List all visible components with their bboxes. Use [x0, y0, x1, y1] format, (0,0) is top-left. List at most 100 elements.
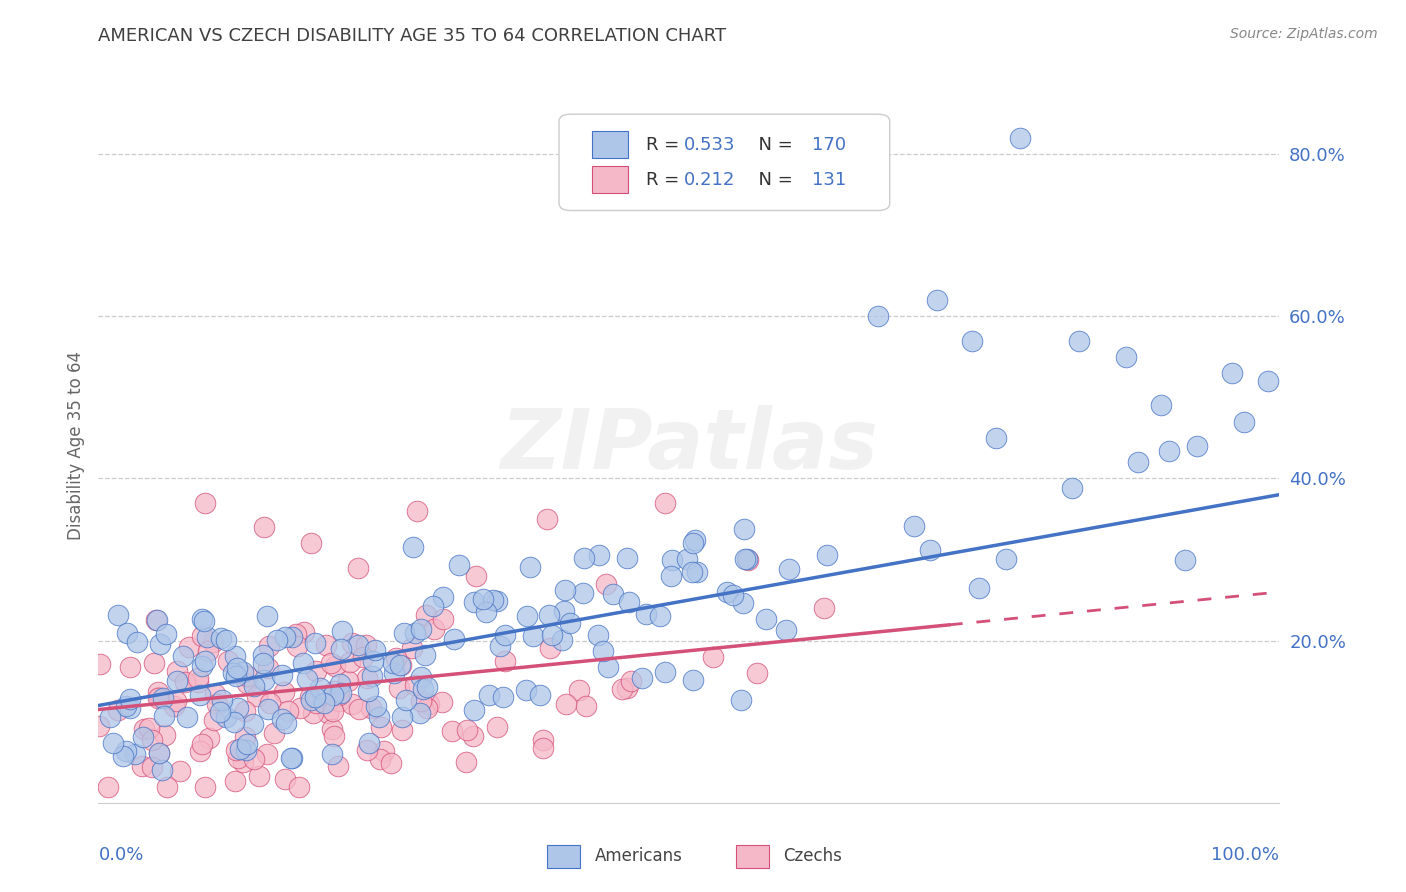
Point — [305, 696, 328, 710]
Point — [1126, 455, 1149, 469]
Point — [115, 744, 138, 758]
Point — [969, 581, 991, 595]
Point — [194, 780, 217, 794]
Point — [654, 665, 676, 679]
Text: N =: N = — [747, 171, 799, 189]
Point — [302, 706, 325, 721]
Point — [329, 677, 352, 691]
Point — [146, 613, 169, 627]
Point — [441, 723, 464, 738]
Text: 100.0%: 100.0% — [1212, 846, 1279, 863]
Point — [356, 672, 378, 686]
Point — [551, 633, 574, 648]
Point — [118, 659, 141, 673]
Point — [1174, 552, 1197, 566]
Point — [187, 675, 209, 690]
Point — [381, 657, 404, 671]
Point — [554, 583, 576, 598]
Point — [325, 658, 347, 673]
Point — [391, 710, 413, 724]
Point — [224, 648, 246, 663]
Point — [1220, 366, 1243, 380]
Point — [360, 700, 382, 714]
Point — [730, 693, 752, 707]
Text: Americans: Americans — [595, 847, 682, 865]
Point — [572, 586, 595, 600]
Point — [214, 633, 236, 648]
Text: R =: R = — [647, 171, 685, 189]
Point — [554, 698, 576, 712]
Point — [925, 293, 948, 307]
Point — [235, 743, 257, 757]
Point — [516, 608, 538, 623]
Point — [141, 732, 163, 747]
Point — [165, 694, 187, 708]
Point — [197, 643, 219, 657]
Point — [920, 543, 942, 558]
Point — [232, 755, 254, 769]
Point — [529, 688, 551, 702]
Point — [225, 661, 247, 675]
Point — [152, 690, 174, 705]
Point — [190, 628, 212, 642]
Point — [292, 625, 315, 640]
Point — [385, 651, 408, 665]
Point — [596, 660, 619, 674]
Point — [266, 633, 288, 648]
Point — [252, 656, 274, 670]
Point — [478, 689, 501, 703]
Point — [367, 710, 389, 724]
Point — [572, 551, 595, 566]
Point — [541, 628, 564, 642]
Point — [631, 671, 654, 685]
Point — [409, 706, 432, 720]
Text: ZIPatlas: ZIPatlas — [501, 406, 877, 486]
Point — [169, 764, 191, 778]
Point — [405, 678, 427, 692]
Point — [329, 686, 352, 700]
Point — [368, 752, 391, 766]
Point — [422, 599, 444, 613]
Point — [211, 631, 233, 645]
Point — [322, 684, 344, 698]
Point — [737, 552, 759, 566]
FancyBboxPatch shape — [547, 845, 581, 868]
FancyBboxPatch shape — [592, 166, 627, 194]
Point — [558, 616, 581, 631]
Point — [226, 701, 249, 715]
Point — [305, 665, 328, 679]
Point — [224, 715, 246, 730]
Point — [463, 594, 485, 608]
Point — [775, 624, 797, 638]
Point — [364, 698, 387, 713]
Point — [682, 535, 704, 549]
Point — [481, 592, 503, 607]
Point — [661, 552, 683, 566]
Point — [101, 736, 124, 750]
Point — [536, 512, 558, 526]
Point — [1233, 415, 1256, 429]
Point — [342, 698, 364, 712]
Point — [702, 649, 724, 664]
Point — [191, 612, 214, 626]
Point — [138, 721, 160, 735]
Point — [114, 698, 136, 713]
Point — [659, 568, 682, 582]
Point — [962, 334, 984, 348]
Point — [118, 700, 141, 714]
FancyBboxPatch shape — [737, 845, 769, 868]
Point — [242, 716, 264, 731]
Point — [243, 680, 266, 694]
Point — [155, 627, 177, 641]
Point — [472, 591, 495, 606]
Point — [142, 657, 165, 671]
Point — [475, 605, 498, 619]
Point — [252, 648, 274, 662]
Point — [188, 744, 211, 758]
Point — [373, 744, 395, 758]
Point — [755, 611, 778, 625]
Point — [519, 560, 541, 574]
Point — [242, 752, 264, 766]
Text: 131: 131 — [811, 171, 846, 189]
Point — [253, 520, 276, 534]
